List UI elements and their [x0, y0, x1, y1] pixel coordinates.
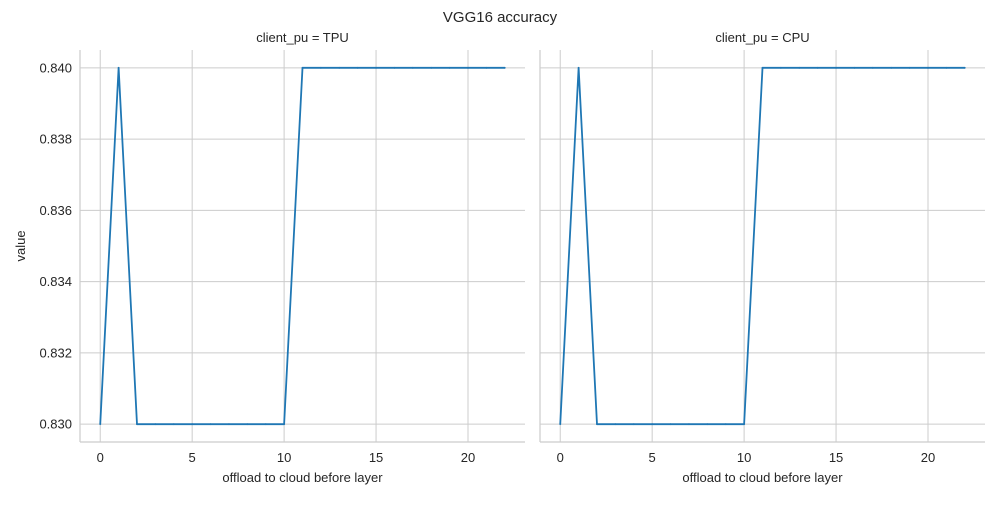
- data-point: [375, 66, 377, 69]
- data-point: [632, 423, 635, 426]
- data-point: [945, 66, 948, 69]
- series-line: [559, 66, 965, 426]
- y-tick-label: 0.832: [39, 345, 72, 360]
- data-point: [706, 423, 709, 426]
- x-tick-label: 15: [369, 450, 383, 465]
- data-point: [798, 66, 801, 69]
- panel-0: 0 5 10 15 20 0.830 0.832 0.834 0.836 0.838 0.840 cl…: [39, 30, 525, 485]
- data-point: [927, 66, 929, 69]
- facet-title: client_pu = TPU: [256, 30, 349, 45]
- data-point: [172, 423, 175, 426]
- data-point: [779, 66, 782, 69]
- data-point: [614, 423, 617, 426]
- data-point: [503, 66, 506, 69]
- data-point: [246, 423, 249, 426]
- data-point: [191, 423, 194, 426]
- data-point: [963, 66, 966, 69]
- y-tick-label: 0.836: [39, 203, 72, 218]
- x-axis-label: offload to cloud before layer: [222, 470, 383, 485]
- data-point: [154, 423, 157, 426]
- data-point: [559, 423, 562, 426]
- y-axis-label: value: [13, 230, 28, 261]
- data-point: [264, 423, 267, 426]
- data-point: [430, 66, 433, 69]
- x-tick-label: 0: [557, 450, 564, 465]
- data-point: [688, 423, 690, 426]
- series-line: [99, 66, 505, 426]
- data-point: [99, 423, 102, 426]
- x-tick-label: 20: [461, 450, 475, 465]
- panel-1: 0 5 10 15 20 client_pu = CPU offload to cloud …: [539, 30, 985, 485]
- data-point: [136, 423, 138, 426]
- data-point: [890, 66, 893, 69]
- x-tick-label: 20: [921, 450, 935, 465]
- chart-title: VGG16 accuracy: [443, 9, 558, 26]
- data-point: [228, 423, 230, 426]
- x-tick-label: 5: [649, 450, 656, 465]
- x-tick-label: 0: [97, 450, 104, 465]
- x-tick-label: 10: [737, 450, 751, 465]
- data-point: [393, 66, 396, 69]
- data-point: [338, 66, 341, 69]
- x-tick-label: 15: [829, 450, 843, 465]
- data-point: [908, 66, 911, 69]
- data-point: [209, 423, 212, 426]
- data-point: [761, 66, 764, 69]
- data-point: [871, 66, 874, 69]
- data-point: [724, 423, 727, 426]
- data-point: [301, 66, 304, 69]
- y-tick-label: 0.830: [39, 417, 72, 432]
- data-point: [448, 66, 451, 69]
- data-point: [596, 423, 598, 426]
- facet-title: client_pu = CPU: [715, 30, 809, 45]
- data-point: [853, 66, 856, 69]
- data-point: [319, 66, 322, 69]
- data-point: [835, 66, 837, 69]
- data-point: [816, 66, 819, 69]
- y-tick-label: 0.834: [39, 274, 72, 289]
- data-point: [283, 423, 286, 426]
- data-point: [411, 66, 414, 69]
- y-tick-label: 0.840: [39, 60, 72, 75]
- data-point: [669, 423, 672, 426]
- data-point: [117, 66, 120, 69]
- x-axis-label: offload to cloud before layer: [682, 470, 843, 485]
- data-point: [485, 66, 488, 69]
- facet-panels: 0 5 10 15 20 0.830 0.832 0.834 0.836 0.838 0.840 cl…: [39, 30, 985, 485]
- data-point: [743, 423, 746, 426]
- data-point: [467, 66, 469, 69]
- data-point: [577, 66, 580, 69]
- y-tick-label: 0.838: [39, 132, 72, 147]
- data-point: [651, 423, 654, 426]
- data-point: [356, 66, 359, 69]
- x-tick-label: 5: [189, 450, 196, 465]
- x-tick-label: 10: [277, 450, 291, 465]
